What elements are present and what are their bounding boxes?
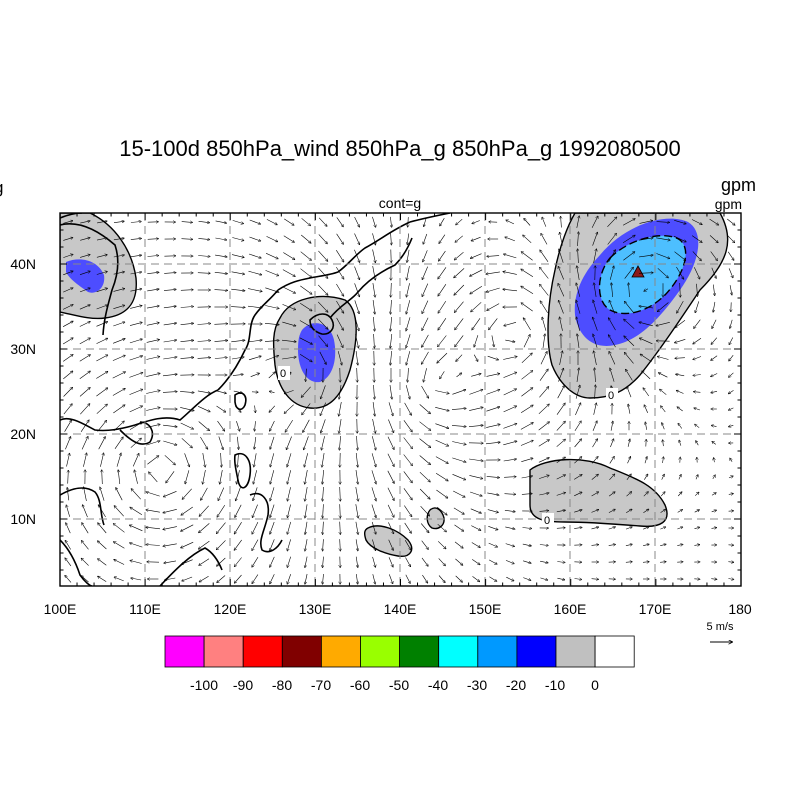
- minimum-marker: [631, 265, 645, 278]
- colorbar-box-8: [477, 635, 518, 668]
- y-axis-labels: 40N 30N 20N 10N: [10, 256, 36, 527]
- wind-vectors: [62, 216, 735, 584]
- colorbar-box-10: [555, 635, 596, 668]
- reference-vector: 5 m/s: [707, 621, 734, 642]
- colorbar-box-7: [438, 635, 479, 668]
- colorbar-label-6: -40: [428, 677, 448, 693]
- y-tick-10n: 10N: [10, 511, 36, 527]
- colorbar-label-4: -60: [350, 677, 370, 693]
- map-title: 15-100d 850hPa_wind 850hPa_g 850hPa_g 19…: [119, 136, 681, 161]
- negative-anomaly-island-a: [363, 525, 413, 557]
- colorbar-label-0: -100: [190, 677, 218, 693]
- x-tick-140e: 140E: [384, 601, 417, 617]
- right-unit-sublabel: gpm: [714, 196, 742, 212]
- y-tick-40n: 40N: [10, 256, 36, 272]
- colorbar-label-9: -10: [545, 677, 565, 693]
- colorbar-box-6: [399, 635, 440, 668]
- graticule: [60, 213, 741, 586]
- x-tick-130e: 130E: [299, 601, 332, 617]
- colorbar-box-3: [281, 635, 322, 668]
- contour-label-zero-c: 0: [280, 368, 286, 380]
- colorbar-label-1: -90: [233, 677, 253, 693]
- left-unit-label: g: [0, 178, 3, 198]
- colorbar-box-5: [360, 635, 400, 668]
- contour-label-zero-a: 0: [608, 390, 614, 402]
- colorbar-label-7: -30: [467, 677, 487, 693]
- coastlines: [60, 213, 451, 586]
- right-unit-label: gpm: [720, 175, 756, 195]
- y-tick-30n: 30N: [10, 341, 36, 357]
- colorbar: [164, 635, 635, 668]
- colorbar-label-5: -50: [389, 677, 409, 693]
- colorbar-box-11: [594, 635, 635, 668]
- x-axis-labels: 100E 110E 120E 130E 140E 150E 160E 170E …: [44, 601, 752, 617]
- colorbar-label-3: -70: [311, 677, 331, 693]
- colorbar-box-0: [164, 635, 205, 668]
- colorbar-label-8: -20: [506, 677, 526, 693]
- x-tick-170e: 170E: [639, 601, 672, 617]
- blue-anomaly-region-west: [66, 259, 105, 293]
- colorbar-label-10: 0: [591, 677, 599, 693]
- colorbar-box-9: [516, 635, 557, 668]
- contour-label: cont=g: [378, 195, 422, 211]
- x-tick-110e: 110E: [129, 601, 161, 617]
- x-tick-100e: 100E: [44, 601, 77, 617]
- axis-ticks: [59, 212, 742, 586]
- colorbar-box-1: [203, 635, 244, 668]
- colorbar-box-4: [320, 635, 361, 668]
- x-tick-180: 180: [728, 601, 752, 617]
- negative-anomaly-island-b: [426, 507, 445, 530]
- contour-zero-labels: 0 0 0: [278, 366, 618, 527]
- x-tick-150e: 150E: [469, 601, 502, 617]
- blue-anomaly-region-korea: [298, 323, 336, 383]
- x-tick-120e: 120E: [214, 601, 247, 617]
- colorbar-labels: -100 -90 -80 -70 -60 -50 -40 -30 -20 -10…: [190, 677, 599, 693]
- x-tick-160e: 160E: [554, 601, 587, 617]
- reference-vector-label: 5 m/s: [707, 621, 734, 633]
- y-tick-20n: 20N: [10, 426, 36, 442]
- colorbar-label-2: -80: [272, 677, 292, 693]
- colorbar-box-2: [242, 635, 283, 668]
- plot-area: 0 0 0: [60, 213, 741, 586]
- contour-label-zero-b: 0: [544, 515, 550, 527]
